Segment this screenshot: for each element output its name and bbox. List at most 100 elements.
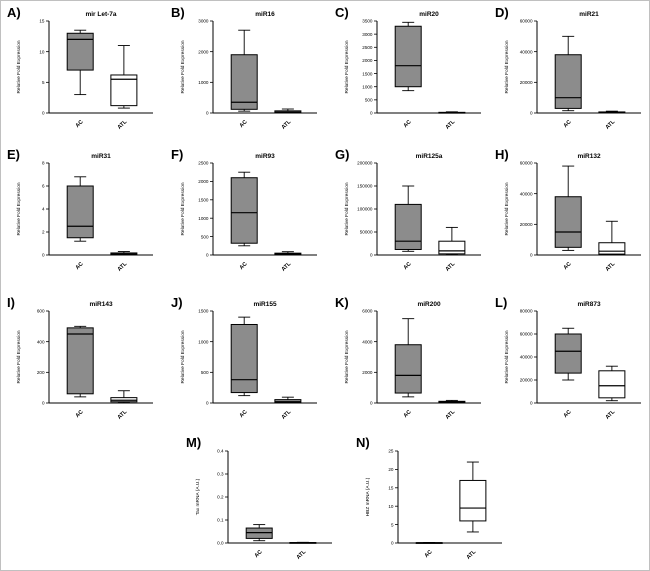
panel-letter-label: A) <box>7 5 21 20</box>
y-axis-ticks: 0.0 0.1 0.2 0.3 0.4 <box>217 449 228 546</box>
box-ATL <box>598 110 626 114</box>
y-tick-label: 20 <box>388 467 394 472</box>
axes <box>376 21 481 114</box>
x-tick-label: ATL <box>296 549 308 561</box>
axes <box>48 21 153 114</box>
box-AC <box>66 176 94 242</box>
x-tick-label: AC <box>403 261 413 271</box>
y-axis-ticks: 0 500 1000 1500 2000 2500 <box>198 161 213 258</box>
panel-C: C) miR20 Relative Fold Expression 0 500 1000 1… <box>335 5 493 143</box>
y-tick-label: 6 <box>42 184 45 189</box>
panel-K: K) miR200 Relative Fold Expression 0 2000 400… <box>335 295 493 433</box>
x-tick-label: ATL <box>281 409 293 421</box>
axes <box>536 311 641 404</box>
y-tick-label: 8 <box>42 161 45 166</box>
box-AC <box>230 316 258 397</box>
boxplot-miR125a: miR125a Relative Fold Expression 0 50000 100… <box>344 153 481 273</box>
x-tick-label: ATL <box>117 261 129 273</box>
y-axis-ticks: 0 20000 40000 60000 <box>520 19 537 116</box>
boxplot-HBZ-mRNA-(A.U.): HBZ mRNA (A.U.) 0 5 10 15 20 25 AC ATL <box>365 449 502 561</box>
x-tick-label: ATL <box>117 119 129 131</box>
y-tick-label: 0 <box>530 253 533 258</box>
y-axis-ticks: 0 1000 2000 3000 <box>198 19 213 116</box>
y-axis-label: Relative Fold Expression <box>504 40 510 93</box>
panel-title: miR16 <box>255 11 275 18</box>
y-tick-label: 10 <box>39 49 45 54</box>
panel-N: N) HBZ mRNA (A.U.) 0 5 10 15 20 25 AC ATL <box>356 435 514 570</box>
y-tick-label: 15 <box>388 486 394 491</box>
y-tick-label: 200 <box>37 370 45 375</box>
y-tick-label: 0 <box>206 253 209 258</box>
panel-title: miR155 <box>253 301 277 308</box>
y-axis-label: Relative Fold Expression <box>504 182 510 235</box>
y-axis-ticks: 0 50000 100000 150000 200000 <box>357 161 377 258</box>
axes <box>212 21 317 114</box>
x-tick-label: ATL <box>445 119 457 131</box>
y-axis-ticks: 0 500 1000 1500 2000 2500 3000 3500 <box>362 19 377 116</box>
panel-letter-label: N) <box>356 435 370 450</box>
y-tick-label: 6000 <box>362 309 373 314</box>
y-tick-label: 4000 <box>362 339 373 344</box>
boxplot-miR143: miR143 Relative Fold Expression 0 200 400 600… <box>16 301 153 421</box>
y-axis-label: Relative Fold Expression <box>180 330 186 383</box>
box-ATL <box>598 365 626 402</box>
x-tick-label: AC <box>424 549 434 559</box>
panel-G: G) miR125a Relative Fold Expression 0 50000 1… <box>335 147 493 285</box>
x-tick-label: ATL <box>281 119 293 131</box>
y-tick-label: 150000 <box>357 184 373 189</box>
x-tick-label: AC <box>75 119 85 129</box>
panel-title: miR20 <box>419 11 439 18</box>
box-AC <box>66 29 94 96</box>
y-tick-label: 0 <box>370 111 373 116</box>
y-axis-ticks: 0 20000 40000 60000 <box>520 161 537 258</box>
panel-B: B) miR16 Relative Fold Expression 0 1000 2000… <box>171 5 329 143</box>
x-tick-label: AC <box>239 409 249 419</box>
axes <box>212 163 317 256</box>
y-tick-label: 1000 <box>198 80 209 85</box>
box-AC <box>394 21 422 92</box>
x-tick-label: AC <box>563 119 573 129</box>
panel-letter-label: L) <box>495 295 508 310</box>
y-tick-label: 2000 <box>198 49 209 54</box>
x-tick-label: ATL <box>605 119 617 131</box>
boxplot-mir-Let-7a: mir Let-7a Relative Fold Expression 0 5 10 15… <box>16 11 153 131</box>
panel-title: miR200 <box>417 301 441 308</box>
boxplot-miR21: miR21 Relative Fold Expression 0 20000 40000… <box>504 11 641 131</box>
y-tick-label: 0.3 <box>217 472 224 477</box>
panel-title: miR132 <box>577 153 601 160</box>
panel-letter-label: J) <box>171 295 183 310</box>
y-tick-label: 2 <box>42 230 45 235</box>
axes <box>48 311 153 404</box>
y-tick-label: 40000 <box>520 355 533 360</box>
y-tick-label: 2500 <box>198 161 209 166</box>
y-tick-label: 600 <box>37 309 45 314</box>
box-ATL <box>110 251 138 256</box>
box-AC <box>230 29 258 112</box>
x-tick-label: AC <box>563 409 573 419</box>
axes <box>376 311 481 404</box>
x-tick-label: ATL <box>445 409 457 421</box>
y-tick-label: 0 <box>530 111 533 116</box>
x-tick-label: AC <box>403 409 413 419</box>
y-axis-label: Relative Fold Expression <box>180 182 186 235</box>
box-ATL <box>438 226 466 255</box>
panel-letter-label: E) <box>7 147 20 162</box>
y-axis-label: Relative Fold Expression <box>16 182 22 235</box>
y-tick-label: 0.4 <box>217 449 224 454</box>
box-ATL <box>438 399 466 404</box>
panel-title: miR93 <box>255 153 275 160</box>
panel-F: F) miR93 Relative Fold Expression 0 500 1000 1… <box>171 147 329 285</box>
panel-letter-label: H) <box>495 147 509 162</box>
y-tick-label: 2000 <box>362 58 373 63</box>
x-tick-label: AC <box>254 549 264 559</box>
y-tick-label: 0 <box>370 401 373 406</box>
y-axis-label: HBZ mRNA (A.U.) <box>365 477 371 516</box>
y-tick-label: 25 <box>388 449 394 454</box>
y-axis-ticks: 0 500 1000 1500 <box>198 309 213 406</box>
y-axis-label: Relative Fold Expression <box>344 330 350 383</box>
y-tick-label: 60000 <box>520 19 533 24</box>
y-tick-label: 15 <box>39 19 45 24</box>
y-tick-label: 0 <box>206 401 209 406</box>
y-tick-label: 0 <box>391 541 394 546</box>
y-tick-label: 3500 <box>362 19 373 24</box>
